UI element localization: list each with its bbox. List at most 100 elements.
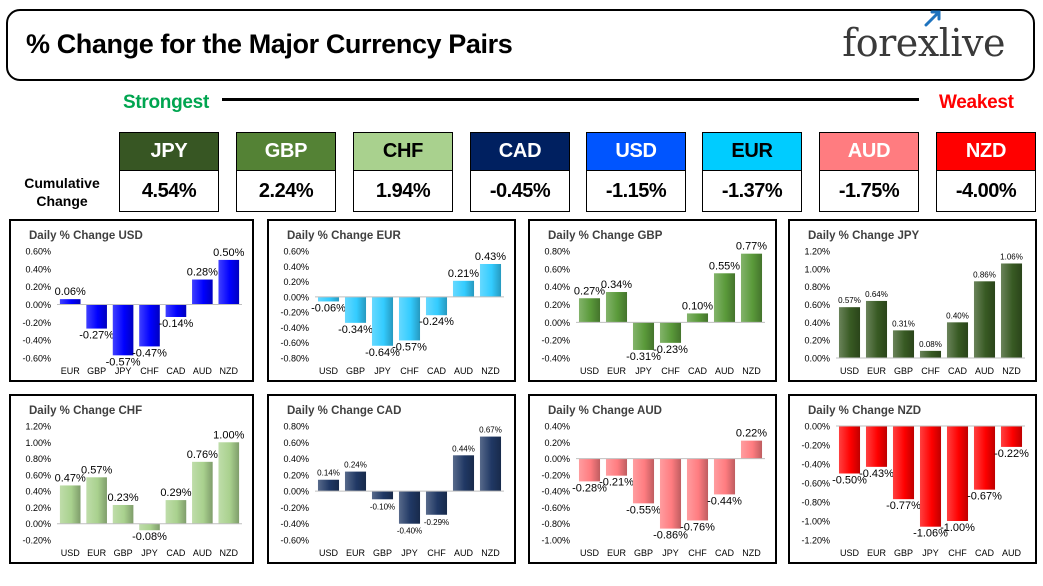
x-tick-label: EUR [867,366,887,376]
x-tick-label: USD [840,548,860,558]
bar-chf [919,350,942,358]
x-tick-label: NZD [742,366,761,376]
x-tick-label: EUR [867,548,887,558]
y-tick-label: 1.20% [25,422,51,432]
x-tick-label: CHF [948,548,967,558]
chart-title: Daily % Change CAD [287,405,401,417]
header-banner: % Change for the Major Currency Pairs fo… [6,9,1035,81]
data-label: -0.77% [886,500,921,512]
bar-usd [317,479,340,492]
strength-box-3: CHF 1.94% [353,132,453,212]
bar-eur [605,458,628,476]
y-tick-label: 0.40% [544,422,570,432]
data-label: 0.50% [213,247,244,259]
data-label: 0.14% [317,469,340,478]
strength-box-2: GBP 2.24% [236,132,336,212]
x-tick-label: GBP [87,366,106,376]
x-tick-label: AUD [1002,548,1022,558]
y-tick-label: 0.00% [804,354,830,364]
x-tick-label: JPY [374,366,391,376]
data-label: 0.08% [919,340,942,349]
strength-box-6: EUR -1.37% [702,132,802,212]
x-tick-label: CHF [921,366,940,376]
x-tick-label: NZD [742,548,761,558]
y-tick-label: -1.00% [541,536,570,546]
y-tick-label: 0.80% [804,282,830,292]
x-tick-label: NZD [220,548,239,558]
bar-aud [713,273,736,323]
x-tick-label: CHF [688,548,707,558]
data-label: 0.28% [187,267,218,279]
nzd-daily-change-chart: Daily % Change NZD -1.20% -1.00% -0.80% -0.6… [801,405,1029,558]
data-label: 0.76% [187,449,218,461]
x-tick-label: AUD [975,366,995,376]
bar-cad [165,500,187,524]
x-tick-label: JPY [141,548,158,558]
x-tick-label: EUR [346,548,366,558]
bar-jpy [139,523,160,531]
y-tick-label: -0.40% [22,336,51,346]
y-tick-label: -0.20% [541,470,570,480]
y-tick-label: 0.60% [804,300,830,310]
strength-value: -1.75% [820,171,918,211]
data-label: 0.57% [81,464,112,476]
x-tick-label: AUD [454,366,474,376]
y-tick-label: 0.00% [283,292,309,302]
data-label: 0.57% [838,296,861,305]
y-tick-label: 0.20% [25,282,51,292]
data-label: 0.34% [601,279,632,291]
data-label: 0.10% [682,300,713,312]
x-tick-label: CHF [400,366,419,376]
forexlive-logo: forex live [842,10,1006,65]
data-label: 0.29% [160,487,191,499]
data-label: 0.31% [892,319,915,328]
x-tick-label: NZD [220,366,239,376]
data-label: -0.67% [967,491,1002,503]
x-tick-label: GBP [634,548,653,558]
bar-gbp [112,504,134,524]
bar-jpy [632,322,655,350]
data-label: -0.22% [994,448,1029,460]
data-label: 1.00% [213,429,244,441]
data-label: -0.08% [132,531,167,543]
y-tick-label: -0.20% [541,336,570,346]
data-label: -0.40% [397,527,422,536]
y-tick-label: 1.00% [25,438,51,448]
bar-usd [838,307,861,358]
y-tick-label: -0.80% [801,498,830,508]
y-tick-label: -0.20% [22,318,51,328]
bar-eur [865,426,888,467]
strength-currency: CHF [354,133,452,171]
bar-usd [578,458,601,482]
chart-title: Daily % Change CHF [29,405,142,417]
data-label: 0.43% [475,251,506,263]
bar-chf [659,322,682,343]
x-tick-label: JPY [635,366,652,376]
y-tick-label: 1.20% [804,247,830,257]
chart-panel-eur: Daily % Change EUR -0.80% -0.60% -0.40% -0.2… [267,219,516,382]
data-label: 0.21% [448,268,479,280]
bar-aud [973,281,996,358]
data-label: 0.64% [865,290,888,299]
bar-aud [192,279,213,305]
page-title: % Change for the Major Currency Pairs [26,29,513,59]
y-tick-label: -0.40% [541,354,570,364]
y-tick-label: 0.60% [544,264,570,274]
data-label: 0.23% [107,492,138,504]
chart-panel-gbp: Daily % Change GBP -0.40% -0.20% 0.00% 0.20%… [528,219,777,382]
x-tick-label: NZD [481,366,500,376]
bar-jpy [112,304,134,356]
data-label: -0.86% [653,530,688,542]
bar-chf [946,426,969,521]
data-label: -0.43% [859,468,894,480]
data-label: 0.86% [973,270,996,279]
x-tick-label: AUD [193,548,213,558]
bar-aud [452,455,475,492]
y-tick-label: -0.60% [801,479,830,489]
data-label: -0.06% [311,302,346,314]
bar-eur [865,300,888,358]
bar-nzd [218,442,240,524]
strength-box-8: NZD -4.00% [936,132,1036,212]
data-label: -0.27% [79,330,114,342]
bar-cad [713,458,736,495]
